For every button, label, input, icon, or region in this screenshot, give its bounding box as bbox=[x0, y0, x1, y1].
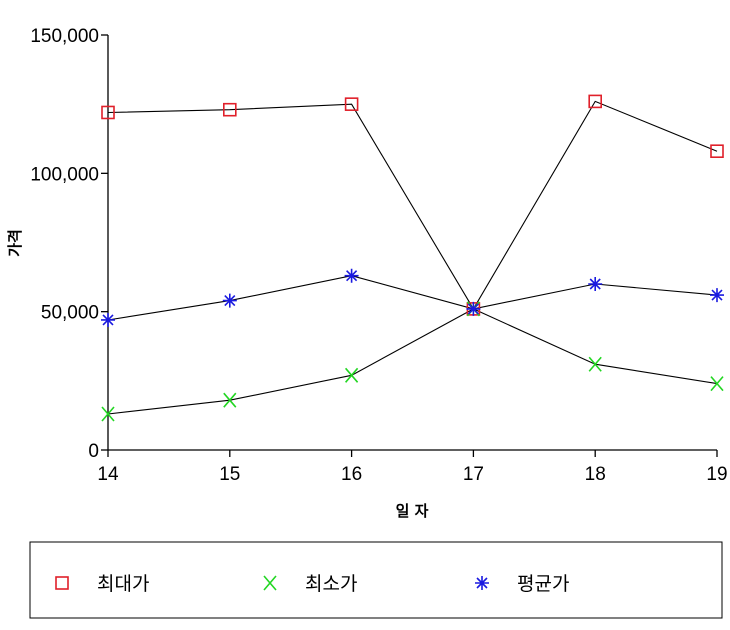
legend-label-1: 최대가 bbox=[97, 573, 149, 595]
data-point-marker bbox=[223, 392, 237, 408]
legend-box bbox=[29, 541, 723, 619]
data-point-marker bbox=[588, 94, 603, 109]
legend-marker-2 bbox=[263, 575, 277, 591]
y-axis-title: 가격 bbox=[6, 229, 24, 257]
legend-marker-1 bbox=[55, 576, 69, 590]
data-point-marker bbox=[466, 301, 481, 316]
series-line-1 bbox=[107, 100, 718, 310]
data-point-marker bbox=[710, 376, 724, 392]
data-point-marker bbox=[710, 288, 724, 303]
data-point-marker bbox=[588, 356, 602, 372]
series-line-2 bbox=[107, 308, 718, 415]
legend-label-2: 최소가 bbox=[305, 573, 357, 595]
data-point-marker bbox=[101, 312, 115, 327]
x-tick-label: 17 bbox=[463, 464, 484, 485]
legend-label-3: 평균가 bbox=[517, 573, 569, 595]
y-tick-label: 150,000 bbox=[30, 26, 99, 47]
series-line-3 bbox=[107, 275, 718, 321]
legend: 최대가 최소가 평균가 bbox=[55, 573, 569, 595]
y-tick-label: 100,000 bbox=[30, 164, 99, 185]
y-tick-label: 0 bbox=[88, 441, 99, 462]
data-point-marker bbox=[222, 293, 237, 308]
data-point-marker bbox=[588, 277, 603, 291]
data-point-marker bbox=[710, 144, 724, 158]
series-lines bbox=[107, 100, 718, 415]
data-point-marker bbox=[344, 367, 359, 383]
axes bbox=[107, 35, 717, 451]
x-ticks: 14 15 16 17 18 19 bbox=[97, 450, 728, 485]
x-tick-label: 16 bbox=[341, 464, 362, 485]
series-markers bbox=[101, 94, 724, 422]
x-tick-label: 14 bbox=[97, 464, 119, 485]
x-tick-label: 19 bbox=[706, 464, 727, 485]
data-point-marker bbox=[101, 105, 115, 120]
x-axis-title: 일 자 bbox=[396, 502, 429, 520]
data-point-marker bbox=[344, 97, 359, 111]
legend-marker-3 bbox=[475, 576, 489, 590]
data-point-marker bbox=[101, 406, 115, 422]
y-ticks: 0 50,000 100,000 150,000 bbox=[30, 26, 108, 462]
data-point-marker bbox=[223, 102, 237, 117]
y-tick-label: 50,000 bbox=[41, 303, 99, 324]
x-tick-label: 15 bbox=[219, 464, 240, 485]
data-point-marker bbox=[344, 268, 359, 283]
x-tick-label: 18 bbox=[585, 464, 606, 485]
